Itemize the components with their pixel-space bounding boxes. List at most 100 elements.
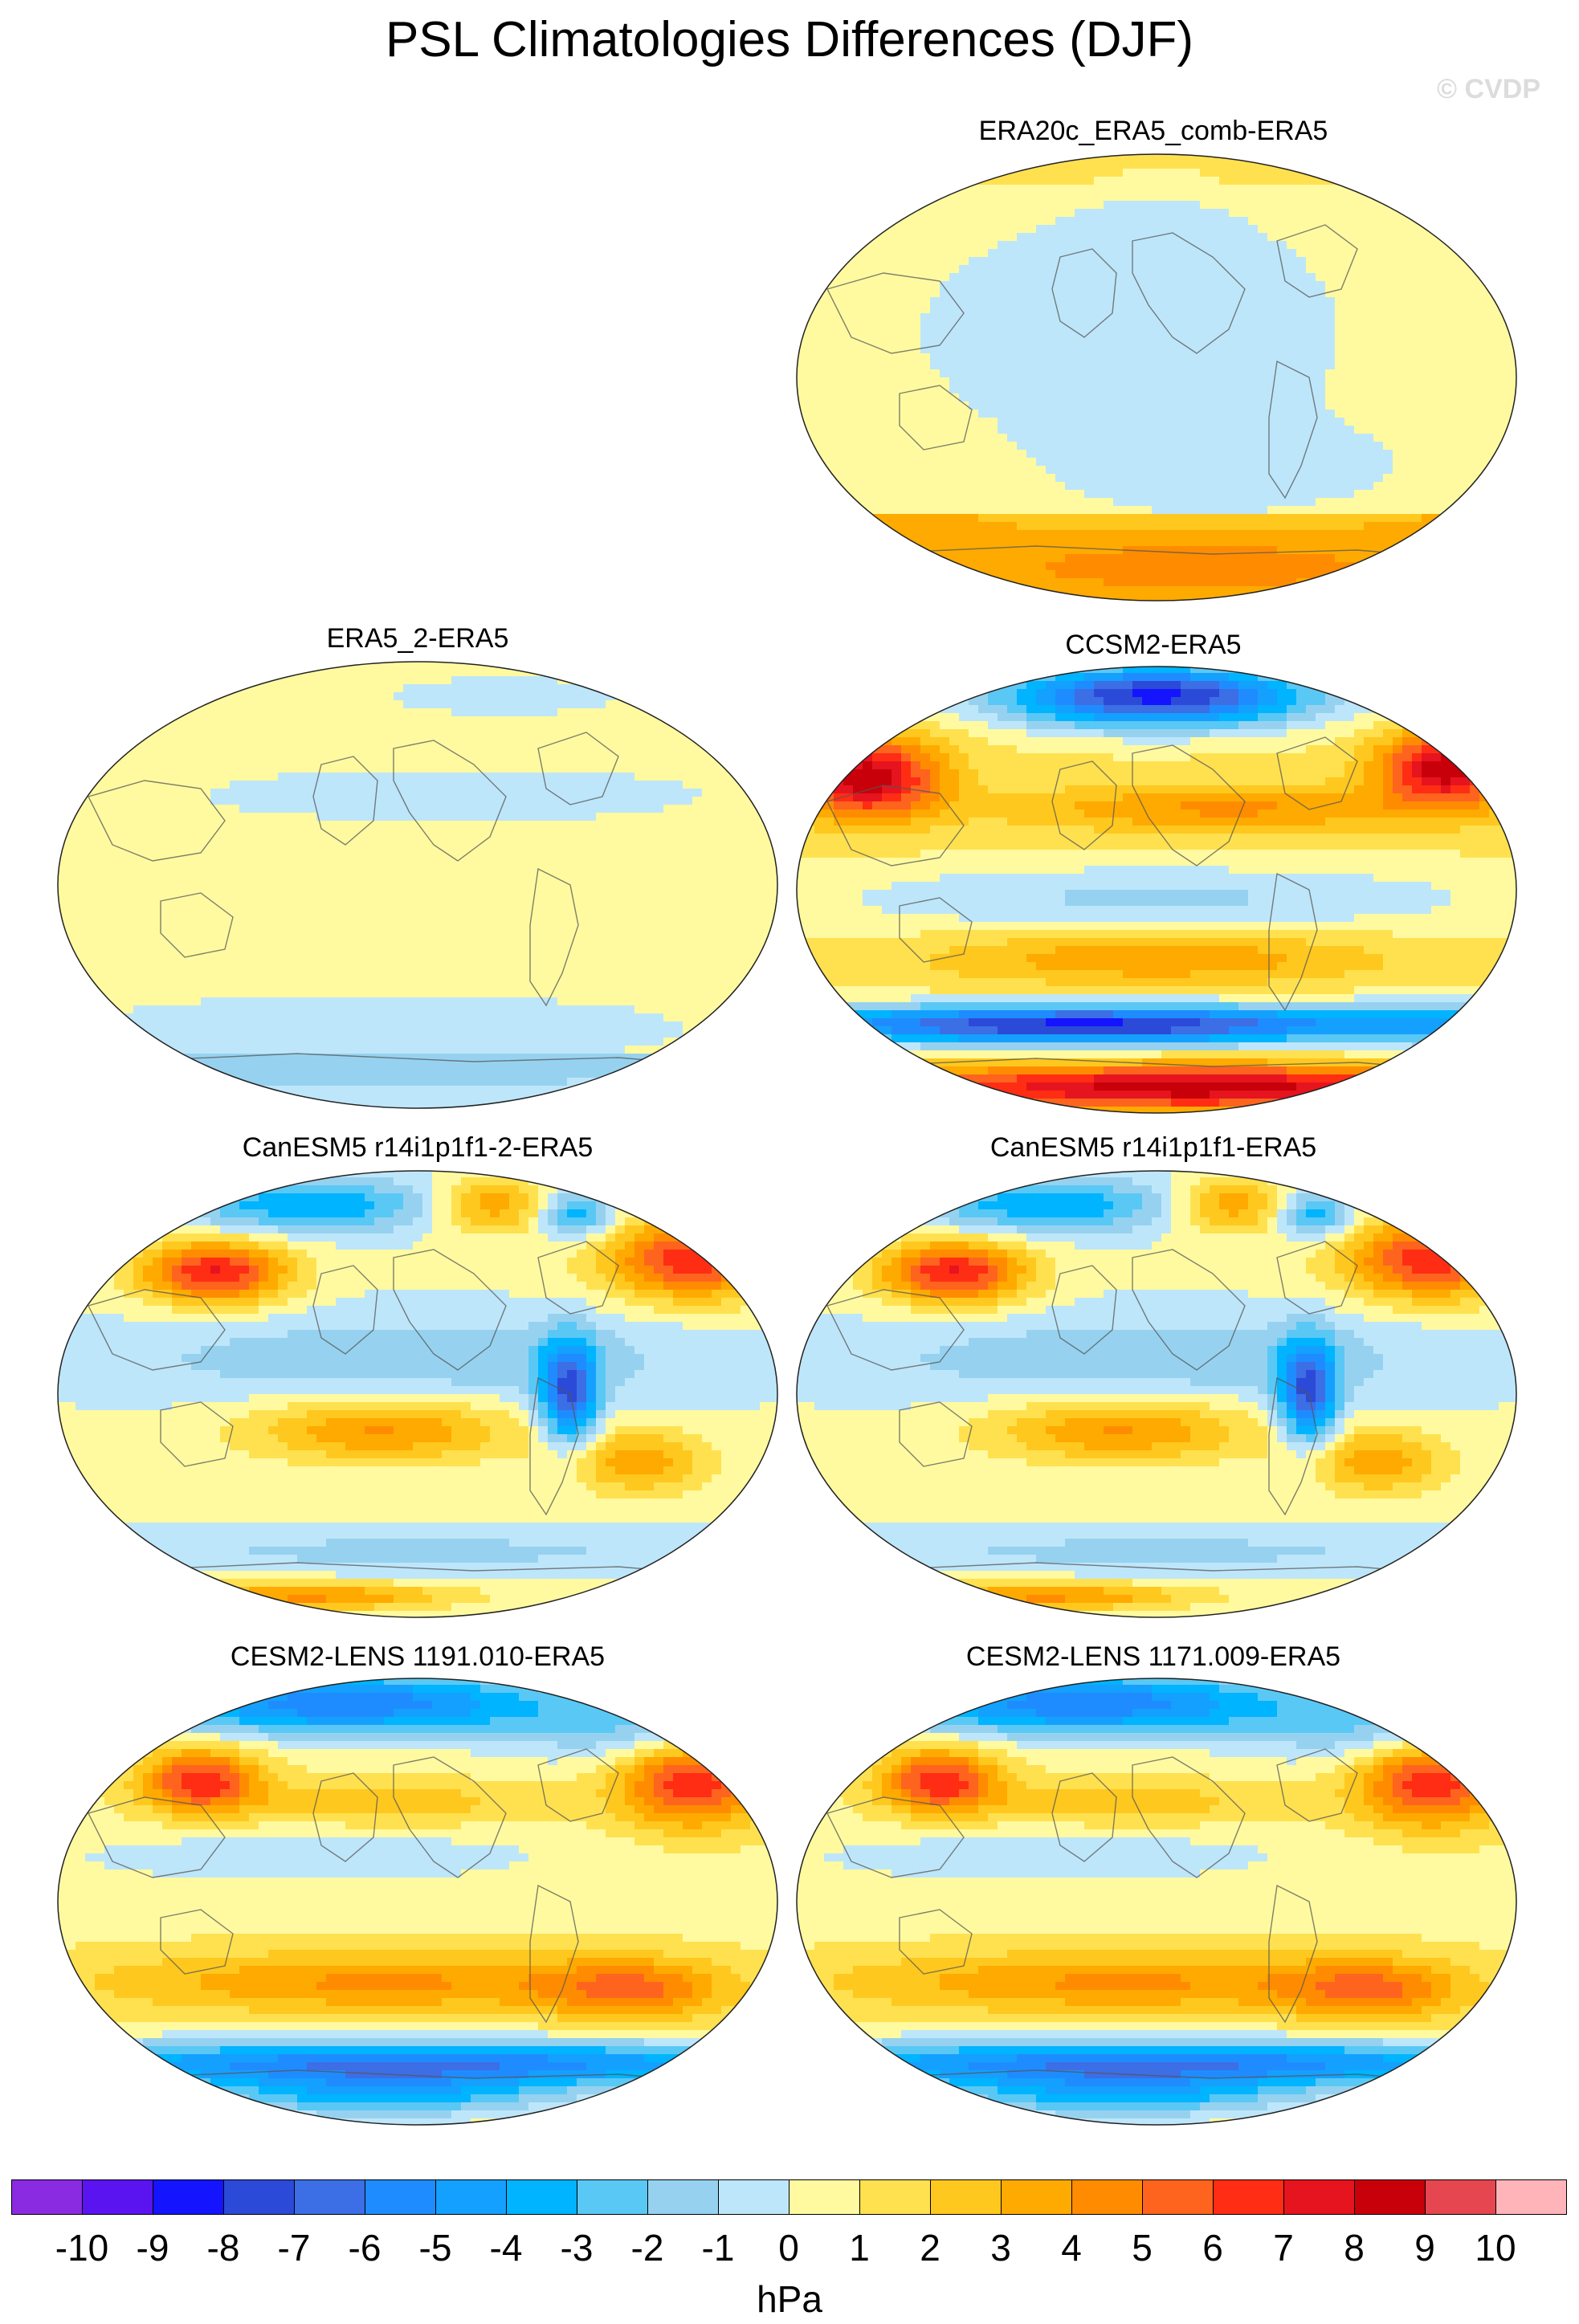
colorbar-tick-label: -6 xyxy=(333,2226,397,2269)
panel-label-7: CESM2-LENS 1171.009-ERA5 xyxy=(792,1641,1515,1673)
colorbar-tick-label: 8 xyxy=(1322,2226,1386,2269)
coastline xyxy=(1276,224,1358,298)
colorbar-box xyxy=(11,2179,83,2215)
colorbar-tick-label: 4 xyxy=(1039,2226,1104,2269)
coastline xyxy=(1268,360,1318,499)
colorbar-box xyxy=(1001,2179,1072,2215)
colorbar-tick-label: -7 xyxy=(262,2226,326,2269)
coastline xyxy=(87,1289,226,1371)
coastline xyxy=(537,732,619,805)
coastline xyxy=(1268,872,1318,1012)
colorbar-tick-label: -8 xyxy=(191,2226,255,2269)
map-border xyxy=(57,1170,778,1618)
colorbar-tick-label: 5 xyxy=(1110,2226,1174,2269)
coastline xyxy=(1276,736,1358,810)
panel-label-1: ERA20c_ERA5_comb-ERA5 xyxy=(792,116,1515,147)
psl-difference-field xyxy=(797,1171,1516,1617)
colorbar-box xyxy=(365,2179,436,2215)
coastline xyxy=(826,272,965,354)
coastline xyxy=(1132,232,1246,354)
coastline xyxy=(160,892,234,958)
colorbar-box xyxy=(718,2179,790,2215)
cvdp-watermark: © CVDP xyxy=(1437,74,1540,105)
coastline xyxy=(312,756,378,846)
map-3 xyxy=(57,1170,778,1618)
coastline xyxy=(899,897,973,963)
colorbar-tick-label: 3 xyxy=(969,2226,1033,2269)
colorbar-tick-label: -2 xyxy=(615,2226,679,2269)
colorbar-box xyxy=(1283,2179,1355,2215)
coastline xyxy=(529,867,579,1007)
panel-label-2: ERA5_2-ERA5 xyxy=(56,623,779,654)
coastline xyxy=(1132,1756,1246,1878)
colorbar-tick-label: -3 xyxy=(545,2226,609,2269)
coastline xyxy=(899,385,973,451)
psl-difference-field xyxy=(797,1678,1516,2125)
coastline xyxy=(1276,1748,1358,1822)
psl-difference-field xyxy=(58,662,777,1108)
colorbar-box xyxy=(789,2179,860,2215)
colorbar-box xyxy=(1071,2179,1143,2215)
psl-difference-field xyxy=(58,1171,777,1617)
coastline xyxy=(1051,1265,1117,1355)
coastline xyxy=(537,1241,619,1315)
coastline xyxy=(1268,1884,1318,2024)
coastline xyxy=(160,1909,234,1975)
coastline xyxy=(312,1772,378,1862)
coastline xyxy=(899,1401,973,1467)
coastline xyxy=(1051,1772,1117,1862)
colorbar-tick-label: 1 xyxy=(827,2226,892,2269)
map-border xyxy=(796,1170,1517,1618)
colorbar-box xyxy=(153,2179,224,2215)
map-border xyxy=(796,153,1517,601)
psl-difference-field xyxy=(797,667,1516,1113)
map-panel-4 xyxy=(56,1169,779,1619)
map-panel-6 xyxy=(56,1677,779,2126)
coastline xyxy=(899,1909,973,1975)
coastline xyxy=(826,1796,965,1878)
coastline xyxy=(312,1265,378,1355)
colorbar-box xyxy=(1495,2179,1567,2215)
map-5 xyxy=(57,1678,778,2126)
coastline xyxy=(529,1884,579,2024)
colorbar-box xyxy=(82,2179,153,2215)
coastline xyxy=(393,1249,507,1371)
colorbar-box xyxy=(1142,2179,1214,2215)
colorbar-box xyxy=(506,2179,577,2215)
map-4 xyxy=(796,1170,1517,1618)
colorbar-tick-label: -4 xyxy=(474,2226,538,2269)
coastline xyxy=(1268,1376,1318,1516)
coastline xyxy=(826,785,965,866)
map-panel-3 xyxy=(795,665,1518,1115)
psl-difference-field xyxy=(797,154,1516,601)
coastline xyxy=(529,1376,579,1516)
panel-label-5: CanESM5 r14i1p1f1-ERA5 xyxy=(792,1132,1515,1164)
coastline xyxy=(393,740,507,862)
colorbar-box xyxy=(1354,2179,1426,2215)
map-panel-7 xyxy=(795,1677,1518,2126)
colorbar-tick-label: -10 xyxy=(50,2226,114,2269)
map-panel-1 xyxy=(795,153,1518,602)
panel-label-6: CESM2-LENS 1191.010-ERA5 xyxy=(56,1641,779,1673)
map-panel-5 xyxy=(795,1169,1518,1619)
coastline xyxy=(1132,744,1246,866)
panel-label-4: CanESM5 r14i1p1f1-2-ERA5 xyxy=(56,1132,779,1164)
coastline xyxy=(1276,1241,1358,1315)
colorbar-tick-label: 0 xyxy=(757,2226,821,2269)
map-border xyxy=(57,1678,778,2126)
coastline xyxy=(87,1796,226,1878)
colorbar-box xyxy=(435,2179,507,2215)
colorbar-tick-label: 10 xyxy=(1463,2226,1528,2269)
map-panel-2 xyxy=(56,660,779,1110)
map-border xyxy=(57,661,778,1109)
coastline xyxy=(537,1748,619,1822)
map-2 xyxy=(796,666,1517,1114)
coastline xyxy=(1132,1249,1246,1371)
colorbar-tick-label: 9 xyxy=(1393,2226,1457,2269)
colorbar-box xyxy=(577,2179,648,2215)
coastline xyxy=(1051,248,1117,338)
coastline xyxy=(160,1401,234,1467)
coastline xyxy=(826,1289,965,1371)
coastline xyxy=(393,1756,507,1878)
colorbar-tick-label: 2 xyxy=(898,2226,962,2269)
